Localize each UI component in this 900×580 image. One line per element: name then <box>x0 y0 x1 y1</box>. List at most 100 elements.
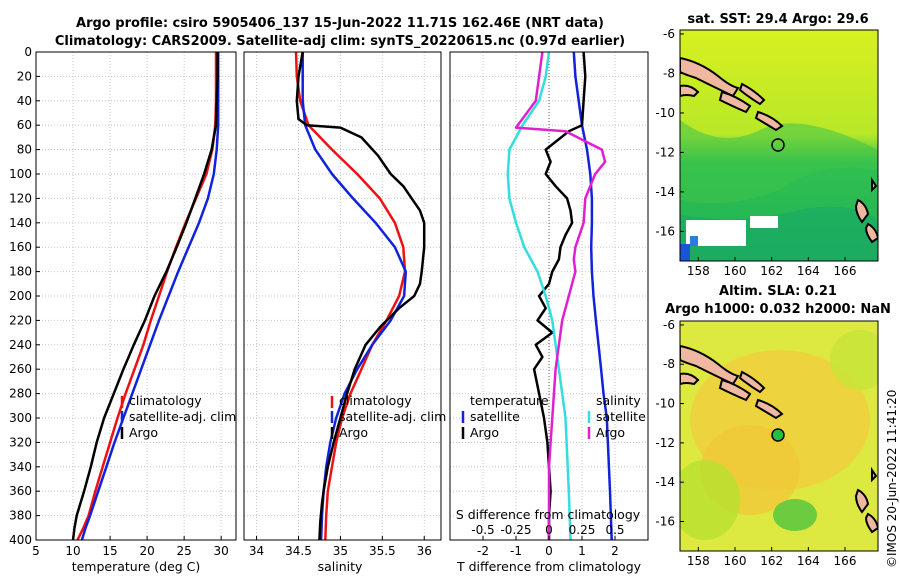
sst-argo-marker <box>771 138 785 152</box>
depth-ytick-label: 380 <box>9 509 32 523</box>
sla-map-frame <box>679 320 879 552</box>
salinity-series-argo <box>295 51 426 541</box>
sst-xtick-label: 160 <box>724 264 747 278</box>
sst-xtick-label: 166 <box>834 264 857 278</box>
difference-top-tick-label: -0.25 <box>500 523 531 537</box>
sla-land-island <box>680 372 700 386</box>
depth-ytick-label: 140 <box>9 216 32 230</box>
sst-cold-cell <box>680 244 690 261</box>
figure-title-line2: Climatology: CARS2009. Satellite-adj cli… <box>55 34 625 49</box>
difference-top-label: S difference from climatology <box>456 507 641 522</box>
sst-land-island <box>754 110 784 132</box>
sst-land-island <box>854 198 870 224</box>
sla-xtick-label: 160 <box>724 554 747 568</box>
sla-land-island <box>854 488 870 514</box>
difference-top-tick-label: 0.25 <box>569 523 596 537</box>
difference-panel: -2 -1 0 1 2 <box>449 51 649 558</box>
legend-s-argo-label: Argo <box>596 425 625 440</box>
sla-xtick-label: 162 <box>760 554 783 568</box>
legend-salinity-title: salinity <box>596 393 641 408</box>
difference-xlabel: T difference from climatology <box>456 559 642 574</box>
sst-map-frame <box>679 29 879 262</box>
sla-low-patch <box>830 330 878 390</box>
figure-title-line1: Argo profile: csiro 5905406_137 15-Jun-2… <box>76 16 604 31</box>
sst-ytick-label: -12 <box>655 145 675 159</box>
salinity-series-climatology <box>294 51 407 541</box>
sla-argo-marker <box>771 428 785 442</box>
temperature-series-argo <box>71 52 219 541</box>
sla-land-island <box>871 466 878 483</box>
sst-land-island <box>738 82 766 106</box>
salinity-xtick-label: 34 <box>249 544 264 558</box>
temperature-series-satellite-adj-clim <box>80 52 220 541</box>
depth-ytick-label: 120 <box>9 191 32 205</box>
sst-xtick-label: 164 <box>797 264 820 278</box>
depth-ytick-label: 340 <box>9 460 32 474</box>
difference-xtick-label: 0 <box>545 544 553 558</box>
sla-map-ticks: 158 160 162 164 166 -6 -8 -10 -12 -14 -16 <box>655 318 856 568</box>
depth-ytick-label: 260 <box>9 362 32 376</box>
legend-climatology-label: climatology <box>339 393 412 408</box>
legend-climatology-label: climatology <box>129 393 202 408</box>
sla-map-title-line1: Altim. SLA: 0.21 <box>719 284 837 299</box>
sla-map-title-line2: Argo h1000: 0.032 h2000: NaN <box>665 302 891 317</box>
sla-xtick-label: 158 <box>687 554 710 568</box>
sla-ytick-label: -8 <box>663 357 675 371</box>
salinity-panel: 34 34.5 35 35.5 36 <box>243 51 442 558</box>
difference-legend: temperature satellite Argo salinity sate… <box>461 393 646 440</box>
temperature-xtick-label: 5 <box>32 544 40 558</box>
legend-t-satellite-label: satellite <box>470 409 520 424</box>
depth-ytick-label: 400 <box>9 533 32 547</box>
salinity-frame <box>243 51 442 541</box>
temperature-xtick-label: 20 <box>139 544 154 558</box>
sla-ytick-label: -16 <box>655 515 675 529</box>
sla-land-island <box>754 398 784 420</box>
difference-xtick-label: 1 <box>578 544 586 558</box>
sst-map: 158 160 162 164 166 -6 -8 -10 -12 -14 -16 <box>655 27 879 278</box>
salinity-legend: climatology satellite-adj. clim Argo <box>330 393 446 440</box>
salinity-series-satellite-adj-clim <box>301 52 408 541</box>
depth-ytick-label: 280 <box>9 387 32 401</box>
sla-xtick-label: 166 <box>834 554 857 568</box>
depth-ytick-label: 200 <box>9 289 32 303</box>
difference-top-ticks: -0.5 -0.25 0 0.25 0.5 <box>471 523 624 537</box>
temperature-xlabel: temperature (deg C) <box>72 559 201 574</box>
sst-land-island <box>718 90 752 114</box>
difference-series-s-satellite <box>506 51 572 541</box>
salinity-xlabel: salinity <box>318 559 363 574</box>
difference-top-tick-label: -0.5 <box>471 523 494 537</box>
depth-ytick-label: 240 <box>9 338 32 352</box>
temperature-xtick-label: 25 <box>177 544 192 558</box>
depth-ytick-label: 100 <box>9 167 32 181</box>
difference-series-t-argo <box>532 51 587 540</box>
depth-ytick-label: 40 <box>17 94 32 108</box>
legend-t-argo-label: Argo <box>470 425 499 440</box>
sla-land-island <box>864 512 878 534</box>
depth-ytick-label: 0 <box>24 45 32 59</box>
depth-ytick-label: 60 <box>17 118 32 132</box>
salinity-xtick-label: 36 <box>417 544 432 558</box>
legend-temperature-title: temperature <box>470 393 549 408</box>
legend-satellite-label: satellite-adj. clim <box>339 409 446 424</box>
depth-ytick-label: 320 <box>9 435 32 449</box>
temperature-xtick-label: 30 <box>214 544 229 558</box>
salinity-xtick-label: 35.5 <box>369 544 396 558</box>
salinity-xtick-label: 35 <box>333 544 348 558</box>
sla-ytick-label: -6 <box>663 318 675 332</box>
sla-xtick-label: 164 <box>797 554 820 568</box>
difference-series-s-argo <box>514 51 607 540</box>
depth-ytick-label: 80 <box>17 143 32 157</box>
sst-warm-patch <box>680 120 878 204</box>
depth-ytick-label: 300 <box>9 411 32 425</box>
difference-xtick-label: 2 <box>611 544 619 558</box>
salinity-xtick-label: 34.5 <box>285 544 312 558</box>
sla-ytick-label: -14 <box>655 475 675 489</box>
sla-low-patch <box>773 499 817 531</box>
difference-xtick-label: -2 <box>477 544 489 558</box>
legend-s-satellite-label: satellite <box>596 409 646 424</box>
legend-argo-label: Argo <box>129 425 158 440</box>
sst-missing-block <box>750 216 778 228</box>
depth-ytick-label: 220 <box>9 313 32 327</box>
sst-ytick-label: -16 <box>655 224 675 238</box>
